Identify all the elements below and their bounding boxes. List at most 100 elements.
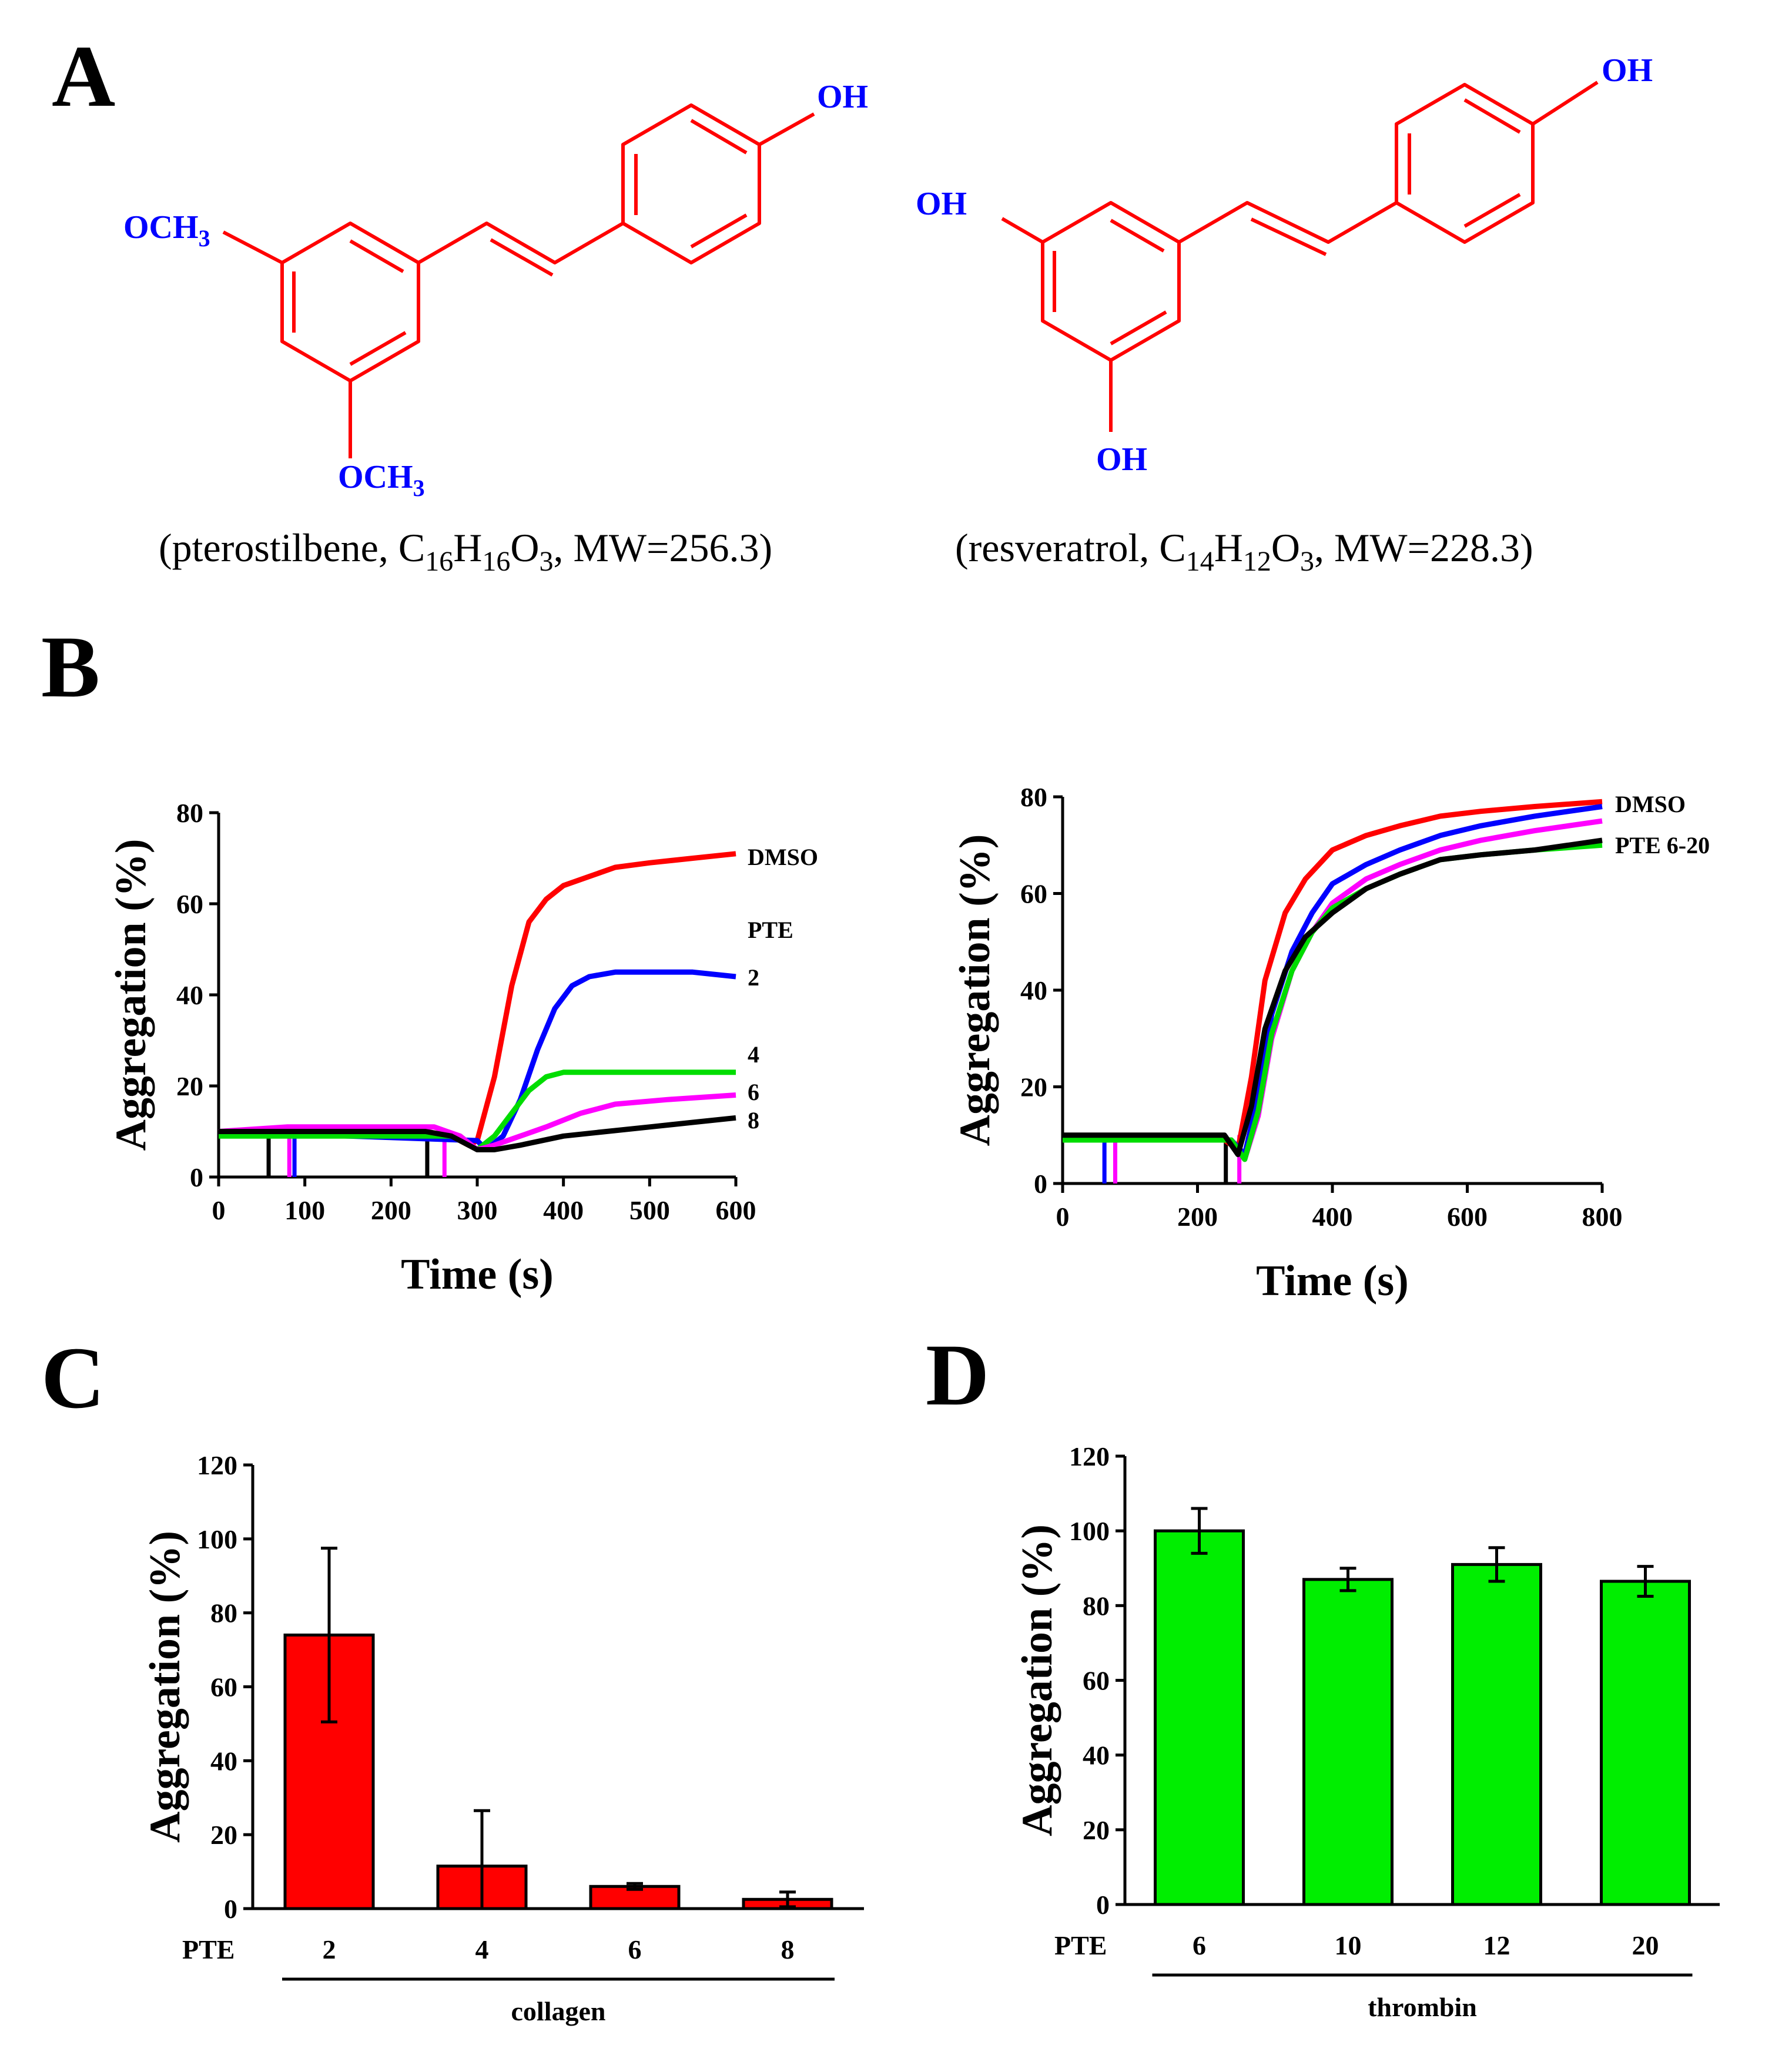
resveratrol-oh-bottom: OH [1096,441,1147,478]
chart-c-group-label: collagen [511,1996,606,2026]
chart-d-bar [1154,1529,1245,1906]
chart-c-y-tick-label: 20 [210,1820,237,1850]
chart-b-left-x-tick-label: 200 [371,1195,411,1225]
resveratrol-left-ring [1041,201,1181,362]
chart-c-category-label: 2 [323,1934,336,1964]
chart-b-left-curve-label: DMSO [748,844,818,870]
chart-b-right-curve-label: DMSO [1615,791,1686,817]
chart-b-right-series-line [1063,842,1603,1162]
chart-b-right: 0 20 40 60 80 Aggregation (%) 0 200 400 600 800 Tim… [951,782,1710,1305]
resveratrol-oh-left: OH [916,186,967,222]
chart-d-group-label: thrombin [1368,1992,1477,2022]
chart-b-left-series-line [219,1115,736,1152]
chart-c-prefix-label: PTE [182,1934,235,1964]
pterostilbene-vinylene [417,222,624,277]
pterostilbene-och3-top: OCH3 [123,209,210,252]
chart-d-bar [1600,1580,1691,1906]
chart-c-y-tick-label: 100 [197,1524,237,1554]
chart-b-right-x-tick-label: 0 [1056,1202,1070,1232]
chart-b-right-x-axis-title: Time (s) [1256,1257,1409,1305]
chart-b-right-y-tick-label: 40 [1020,975,1047,1005]
chart-c-y-tick-label: 0 [224,1894,237,1924]
pterostilbene-left-ring-double-bonds [292,239,407,366]
panel-letter-b: B [41,618,100,716]
chart-b-left-curve-label: 4 [748,1041,759,1068]
chart-b-left-y-tick-label: 40 [176,980,203,1010]
pterostilbene-caption: (pterostilbene, C16H16O3, MW=256.3) [159,525,772,577]
chart-d-y-tick-label: 120 [1069,1441,1110,1471]
chart-b-right-y-tick-label: 60 [1020,879,1047,909]
chart-b-right-x-tick-label: 200 [1177,1202,1218,1232]
panel-letter-d: D [926,1326,989,1424]
chart-d-y-axis-title: Aggregation (%) [1013,1524,1061,1836]
resveratrol-structure [1001,81,1599,432]
chart-d-category-label: 20 [1632,1930,1659,1960]
chart-d-category-label: 10 [1335,1930,1362,1960]
chart-b-left-y-tick-label: 60 [176,889,203,919]
chart-b-left-curve-label: PTE [748,917,793,943]
chart-c-y-tick-label: 40 [210,1746,237,1776]
chart-d-y-tick-label: 40 [1083,1741,1110,1771]
chart-d: 0 20 40 60 80 100 120 Aggregation (%) 6 10 12 20 PTE… [1013,1441,1720,2022]
chart-b-right-x-tick-label: 600 [1447,1202,1488,1232]
chart-b-right-series-line [1063,818,1603,1162]
chart-b-left-curve-label: 8 [748,1107,759,1134]
resveratrol-oh-top: OH [1602,52,1653,89]
chart-d-y-tick-label: 0 [1096,1890,1110,1920]
chart-b-right-x-tick-label: 800 [1582,1202,1623,1232]
chart-d-y-tick-label: 60 [1083,1666,1110,1696]
pterostilbene-structure [222,103,815,458]
chart-c-category-label: 6 [628,1934,642,1964]
pterostilbene-right-ring-double-bonds [634,119,748,249]
chart-b-left-y-tick-label: 0 [190,1162,203,1192]
chart-b-right-curve-label: PTE 6-20 [1615,832,1710,859]
chart-c-category-label: 4 [475,1934,489,1964]
chart-d-bar [1302,1578,1394,1906]
chart-b-right-y-tick-label: 20 [1020,1072,1047,1102]
chart-c: 0 20 40 60 80 100 120 Aggregation (%) 2 4 6 8 PTE col… [141,1450,864,2026]
chart-d-bar [1451,1563,1542,1906]
chart-d-prefix-label: PTE [1054,1930,1107,1960]
chart-b-left-series-line [218,1092,736,1152]
pterostilbene-och3-bottom: OCH3 [338,459,425,501]
pterostilbene-substituent-bonds [222,112,815,458]
chart-b-left-x-tick-label: 0 [212,1195,226,1225]
chart-b-left-y-tick-label: 20 [176,1071,203,1101]
resveratrol-substituents: OH OH OH [916,52,1653,478]
pterostilbene-oh: OH [817,79,868,115]
resveratrol-left-ring-double-bonds [1053,219,1167,346]
chart-b-left-x-tick-label: 400 [543,1195,584,1225]
pterostilbene-right-ring [621,103,761,264]
chart-c-category-label: 8 [781,1934,795,1964]
chart-b-left-y-tick-label: 80 [176,798,203,828]
chart-b-left-x-tick-label: 600 [716,1195,756,1225]
chart-d-category-label: 6 [1193,1930,1206,1960]
chart-b-right-series-line [1063,837,1603,1158]
pterostilbene-left-ring [280,222,420,383]
chart-c-y-tick-label: 60 [210,1672,237,1702]
chart-b-right-y-tick-label: 0 [1034,1169,1047,1199]
chart-c-y-axis-title: Aggregation (%) [141,1531,189,1843]
resveratrol-vinylene [1178,201,1398,256]
chart-b-left-x-tick-label: 100 [284,1195,325,1225]
chart-b-right-series-line [1063,804,1603,1158]
chart-b-right-y-axis-title: Aggregation (%) [951,834,999,1146]
panel-letter-c: C [41,1329,105,1427]
panel-letter-a: A [52,28,115,125]
chart-b-left-curve-label: 2 [748,964,759,991]
chart-b-right-y-tick-label: 80 [1020,782,1047,812]
chart-c-y-tick-label: 80 [210,1598,237,1628]
chart-b-left-x-axis-title: Time (s) [401,1250,554,1299]
resveratrol-right-ring-double-bonds [1408,98,1521,228]
chart-d-y-tick-label: 80 [1083,1591,1110,1621]
resveratrol-right-ring [1395,83,1535,244]
resveratrol-caption: (resveratrol, C14H12O3, MW=228.3) [955,525,1533,577]
chart-d-y-tick-label: 20 [1083,1815,1110,1845]
chart-b-left: 0 20 40 60 80 Aggregation (%) 0 100 200 300 400 500… [107,798,818,1299]
chart-c-y-tick-label: 120 [197,1450,237,1480]
resveratrol-substituent-bonds [1001,81,1599,432]
pterostilbene-substituents: OH OCH3 OCH3 [123,79,868,501]
chart-b-left-y-axis-title: Aggregation (%) [107,839,155,1151]
chart-d-y-tick-label: 100 [1069,1516,1110,1546]
